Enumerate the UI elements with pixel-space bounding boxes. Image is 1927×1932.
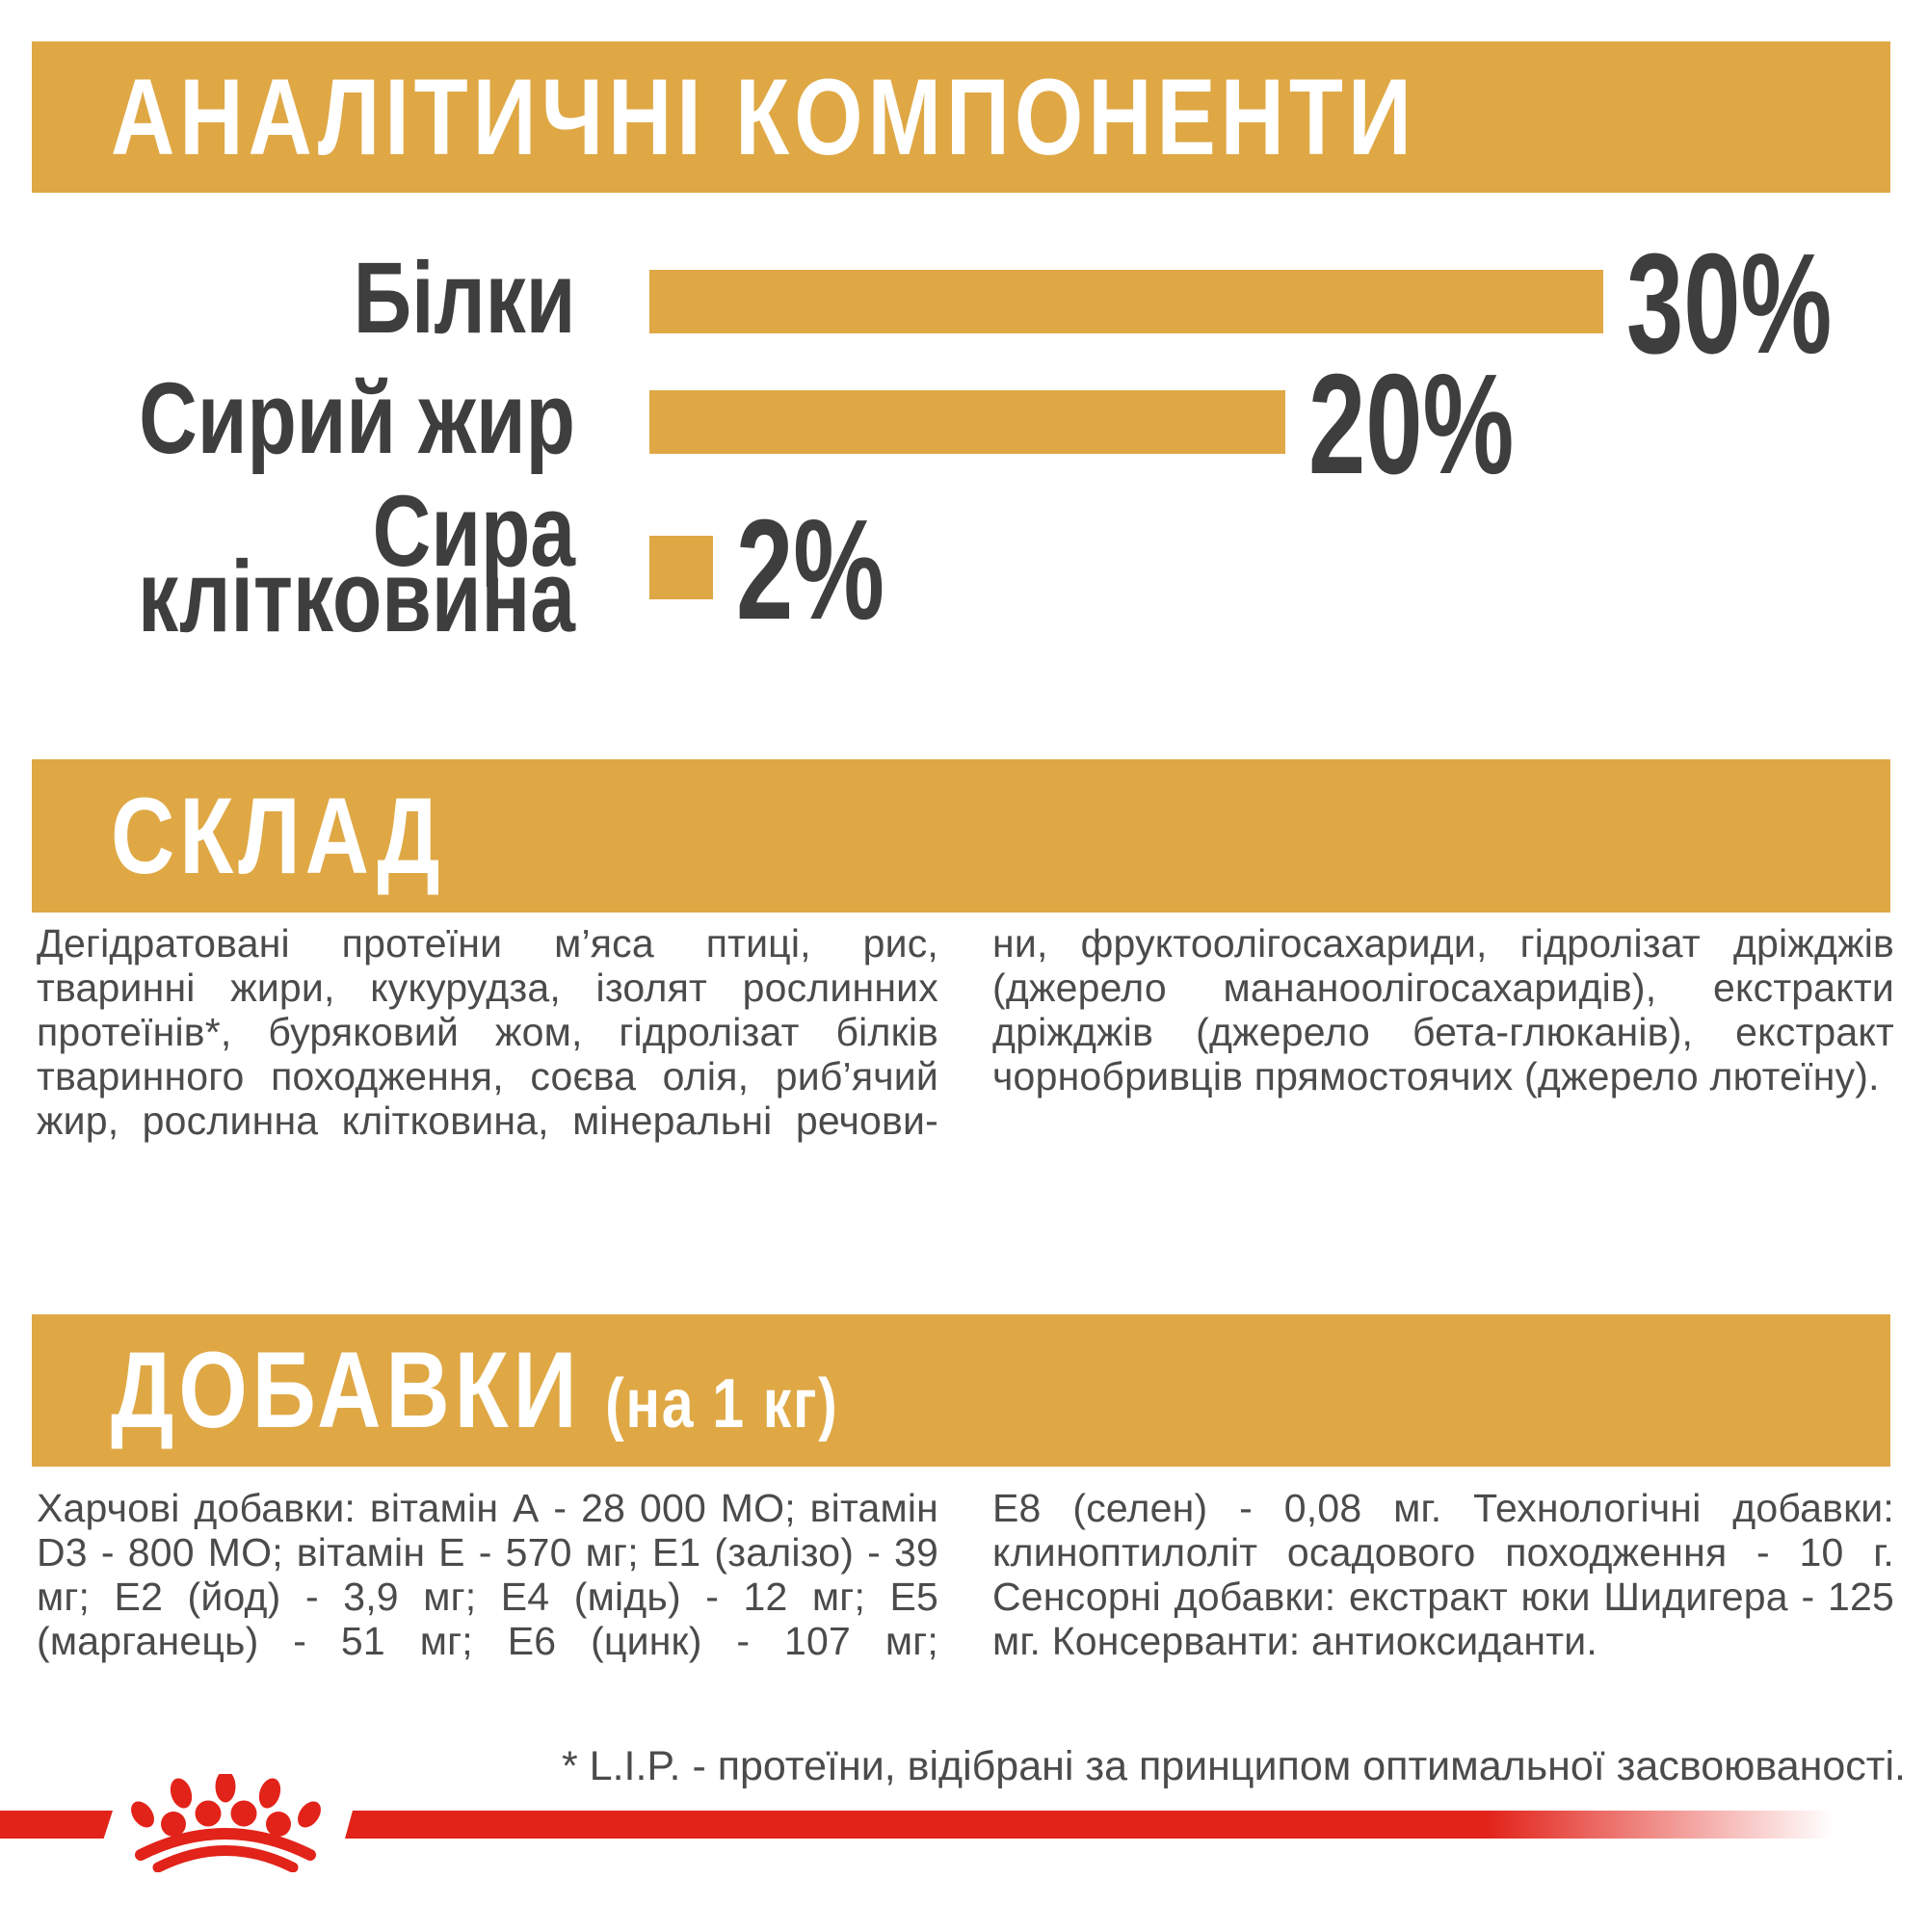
composition-column-right: ни, фруктоолігосахариди, гідролізат дріж… — [992, 921, 1894, 1098]
brand-band-left — [0, 1811, 113, 1839]
chart-category-label: Білки — [353, 242, 575, 355]
chart-value-label: 30% — [1626, 225, 1833, 384]
chart-row: Білки 30% — [0, 233, 1927, 376]
brand-band-right — [345, 1811, 1848, 1839]
composition-column-left: Дегідратовані протеїни м’яса птиці, рис,… — [37, 921, 938, 1143]
additives-text: Харчові добавки: вітамін А - 28 000 МО; … — [37, 1486, 1894, 1663]
chart-bar — [649, 270, 1603, 333]
chart-value-label: 2% — [736, 490, 885, 649]
additives-column-left: Харчові добавки: вітамін А - 28 000 МО; … — [37, 1486, 938, 1663]
chart-category-label: Сирий жир — [139, 362, 575, 475]
composition-text: Дегідратовані протеїни м’яса птиці, рис,… — [37, 921, 1894, 1143]
section-header-analytical-components: АНАЛІТИЧНІ КОМПОНЕНТИ — [32, 41, 1890, 193]
additives-title: ДОБАВКИ (на 1 кг) — [111, 1330, 839, 1450]
chart-bar — [649, 390, 1285, 454]
composition-title: СКЛАД — [111, 775, 445, 896]
lip-footnote: * L.I.P. - протеїни, відібрані за принци… — [561, 1743, 1906, 1789]
royal-canin-crown-icon — [131, 1774, 321, 1872]
chart-category-label: Сира клітковина — [138, 475, 575, 653]
section-header-composition: СКЛАД — [32, 759, 1890, 913]
additives-title-suffix: (на 1 кг) — [605, 1365, 839, 1442]
chart-bar — [649, 536, 713, 599]
chart-row: Сирий жир 20% — [0, 354, 1927, 496]
chart-value-label: 20% — [1308, 345, 1515, 504]
chart-row: Сира клітковина 2% — [0, 481, 1927, 648]
additives-column-right: Е8 (селен) - 0,08 мг. Технологічні добав… — [992, 1486, 1894, 1663]
analytical-components-title: АНАЛІТИЧНІ КОМПОНЕНТИ — [111, 56, 1416, 177]
section-header-additives: ДОБАВКИ (на 1 кг) — [32, 1314, 1890, 1467]
